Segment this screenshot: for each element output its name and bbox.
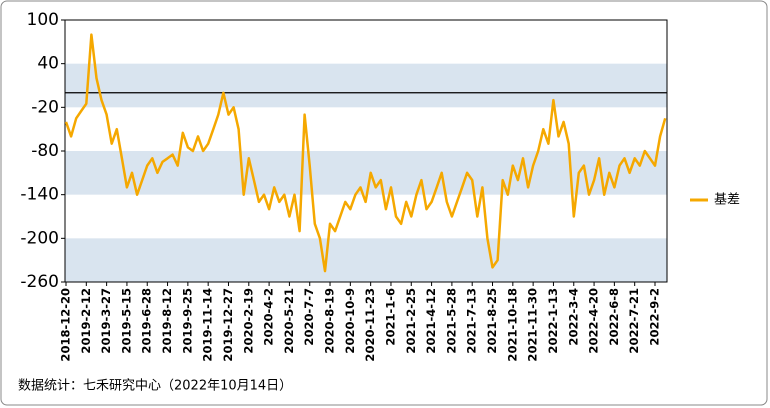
y-tick-label: 40 — [37, 54, 59, 74]
grid-band — [65, 238, 667, 282]
y-tick-label: -260 — [20, 272, 59, 292]
legend-label: 基差 — [714, 193, 740, 208]
line-series — [64, 33, 667, 273]
x-tick-label: 2022-1-13 — [546, 288, 560, 354]
x-tick-label: 2019-5-15 — [119, 288, 133, 354]
x-tick-label: 2021-2-25 — [404, 288, 418, 354]
x-tick-label: 2021-4-12 — [424, 288, 438, 354]
y-tick-label: -140 — [20, 185, 59, 205]
x-tick-label: 2021-7-13 — [465, 288, 479, 354]
x-tick-label: 2019-3-27 — [99, 288, 113, 354]
y-tick-label: 100 — [27, 10, 59, 30]
x-tick-label: 2020-5-21 — [282, 288, 296, 354]
x-tick-label: 2021-11-30 — [526, 288, 540, 362]
x-tick-label: 2020-7-7 — [302, 288, 316, 346]
footer: 数据统计：七禾研究中心（2022年10月14日） — [18, 379, 292, 394]
x-tick-label: 2019-9-25 — [180, 288, 194, 354]
x-tick-label: 2021-10-18 — [505, 288, 519, 362]
x-tick-label: 2022-3-4 — [566, 288, 580, 346]
x-tick-label: 2021-1-6 — [383, 288, 397, 346]
x-tick-label: 2022-9-2 — [648, 288, 662, 346]
x-tick-label: 2019-8-12 — [160, 288, 174, 354]
x-tick-label: 2021-8-25 — [485, 288, 499, 354]
x-tick-label: 2022-7-21 — [627, 288, 641, 354]
x-tick-label: 2020-11-23 — [363, 288, 377, 362]
plot-border — [64, 19, 668, 283]
x-tick-label: 2018-12-20 — [59, 288, 73, 362]
x-tick-label: 2020-8-19 — [323, 288, 337, 354]
x-tick-label: 2022-6-8 — [607, 288, 621, 346]
grid-band — [65, 151, 667, 195]
x-tick-label: 2019-11-14 — [201, 288, 215, 362]
x-tick-label: 2019-6-28 — [140, 288, 154, 354]
x-tick-label: 2022-4-20 — [587, 288, 601, 354]
x-tick-label: 2019-12-27 — [221, 288, 235, 362]
x-tick-label: 2019-2-12 — [79, 288, 93, 354]
x-tick-label: 2021-5-28 — [444, 288, 458, 354]
y-tick-label: -80 — [31, 141, 59, 161]
y-tick-label: -200 — [20, 228, 59, 248]
x-tick-label: 2020-2-19 — [241, 288, 255, 354]
y-tick-label: -20 — [31, 97, 59, 117]
x-tick-label: 2020-4-2 — [262, 288, 276, 346]
x-tick-label: 2020-10-9 — [343, 288, 357, 354]
grid-band — [65, 63, 667, 108]
